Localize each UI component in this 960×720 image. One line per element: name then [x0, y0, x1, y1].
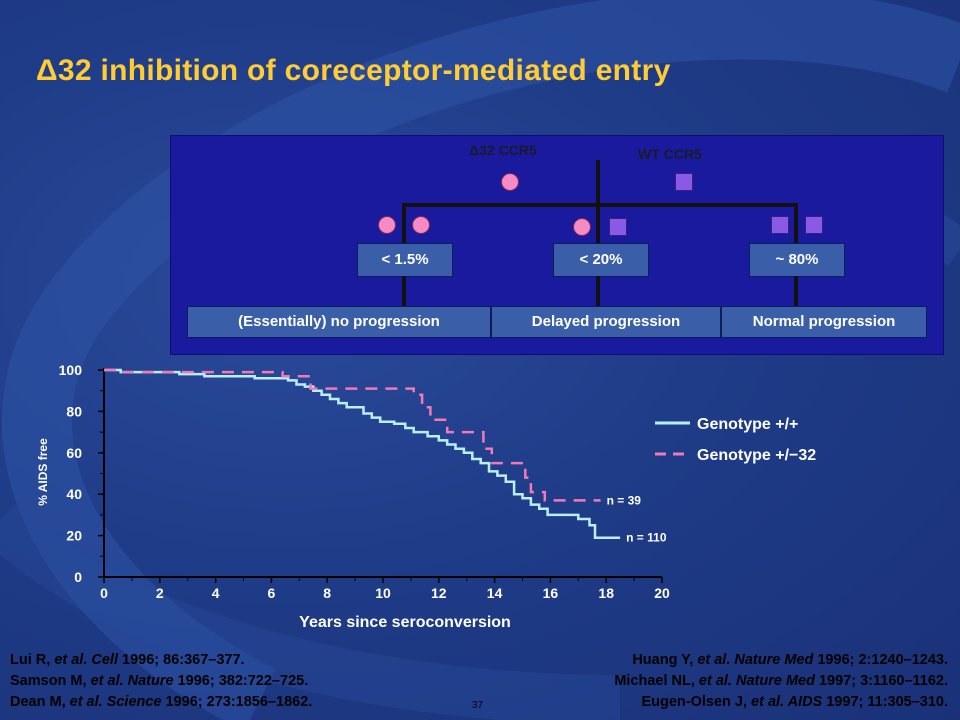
- reference-5: Michael NL, et al. Nature Med 1997; 3:11…: [614, 673, 948, 689]
- reference-2: Samson M, et al. Nature 1996; 382:722–72…: [10, 673, 309, 689]
- genotype-diagram: Δ32 CCR5 WT CCR5 < 1.5% < 20% ~ 80% (Ess…: [170, 135, 944, 355]
- x-tick-label: 0: [100, 585, 108, 601]
- page-number: 37: [472, 700, 484, 711]
- homozygous-delta32-circle-2: [412, 216, 430, 234]
- x-tick-label: 14: [487, 585, 503, 601]
- series-end-label: n = 110: [626, 531, 667, 545]
- reference-6: Eugen-Olsen J, et al. AIDS 1997; 11:305–…: [641, 694, 948, 710]
- homozygous-delta32-circle-1: [378, 216, 396, 234]
- series-end-label: n = 39: [607, 493, 642, 507]
- outcome-delayed-progression: Delayed progression: [491, 306, 721, 338]
- y-tick-label: 60: [66, 445, 82, 461]
- x-tick-label: 18: [598, 585, 614, 601]
- outcome-normal-progression: Normal progression: [721, 306, 927, 338]
- x-axis-label: Years since seroconversion: [299, 614, 511, 631]
- drop-right: [794, 276, 798, 306]
- wt-allele-square: [675, 173, 693, 191]
- x-tick-label: 6: [268, 585, 276, 601]
- delta32-ccr5-label: Δ32 CCR5: [469, 142, 537, 158]
- heterozygous-circle: [573, 218, 591, 236]
- outcome-no-progression: (Essentially) no progression: [187, 306, 491, 338]
- pct-box-heterozygous: < 20%: [553, 243, 649, 277]
- delta32-allele-circle: [501, 173, 519, 191]
- drop-left: [402, 276, 406, 306]
- y-axis-label: % AIDS free: [36, 438, 50, 506]
- references-left: Lui R, et al. Cell 1996; 86:367–377. Sam…: [10, 650, 312, 713]
- y-tick-label: 80: [66, 403, 82, 419]
- reference-1: Lui R, et al. Cell 1996; 86:367–377.: [10, 652, 245, 668]
- y-tick-label: 20: [66, 528, 82, 544]
- x-tick-label: 2: [156, 585, 164, 601]
- series-line-wild-type: [104, 368, 621, 539]
- y-tick-label: 100: [59, 362, 83, 378]
- x-tick-label: 16: [543, 585, 559, 601]
- heterozygous-square: [609, 218, 627, 236]
- references-right: Huang Y, et al. Nature Med 1996; 2:1240–…: [614, 650, 948, 713]
- legend-entry: Genotype +/+: [697, 416, 798, 433]
- x-tick-label: 12: [431, 585, 447, 601]
- x-tick-label: 10: [375, 585, 391, 601]
- page-title: Δ32 inhibition of coreceptor-mediated en…: [36, 54, 671, 87]
- series-line-delta32: [104, 368, 601, 502]
- wt-ccr5-label: WT CCR5: [638, 146, 702, 162]
- chart-axes: [98, 368, 663, 583]
- homozygous-wt-square-1: [771, 216, 789, 234]
- trunk-line: [596, 160, 600, 205]
- branch-right: [794, 203, 798, 245]
- legend-entry: Genotype +/−32: [697, 447, 816, 464]
- x-tick-label: 8: [323, 585, 331, 601]
- homozygous-wt-square-2: [805, 216, 823, 234]
- reference-4: Huang Y, et al. Nature Med 1996; 2:1240–…: [632, 652, 948, 668]
- drop-middle: [596, 276, 600, 306]
- branch-middle: [596, 203, 600, 245]
- x-tick-label: 20: [654, 585, 670, 601]
- pct-box-homozygous-delta32: < 1.5%: [357, 243, 453, 277]
- chart-series: [104, 368, 621, 539]
- x-tick-label: 4: [212, 585, 220, 601]
- y-tick-label: 40: [66, 486, 82, 502]
- chart-labels: 0 2 4 6 8 10 12 14 16 18 20 0 20 40 60 80 100 Years since…: [36, 362, 816, 631]
- branch-left: [402, 203, 406, 245]
- y-tick-label: 0: [74, 569, 82, 585]
- branch-line: [402, 203, 798, 207]
- aids-free-chart: 0 2 4 6 8 10 12 14 16 18 20 0 20 40 60 80 100 Years since…: [36, 362, 816, 631]
- reference-3: Dean M, et al. Science 1996; 273:1856–18…: [10, 694, 313, 710]
- pct-box-homozygous-wt: ~ 80%: [749, 243, 845, 277]
